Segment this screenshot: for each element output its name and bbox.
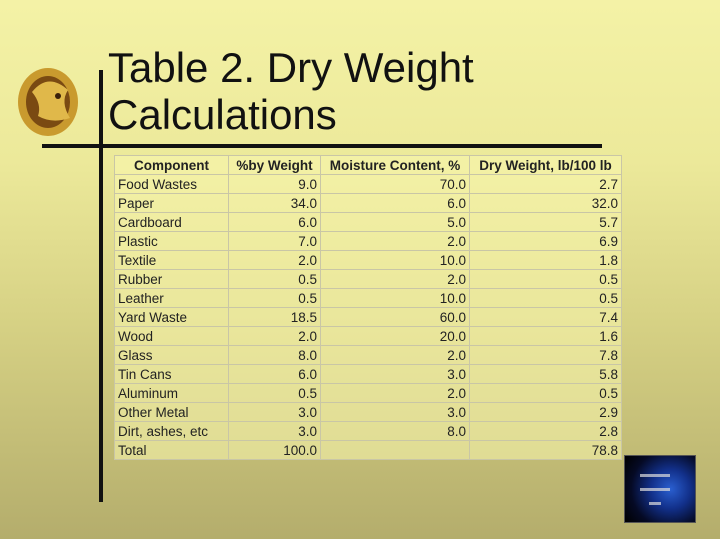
- cell-component: Leather: [114, 288, 229, 308]
- cell-component: Other Metal: [114, 402, 229, 422]
- dry-weight-table: Component %by Weight Moisture Content, %…: [114, 155, 622, 460]
- title-line-2: Calculations: [108, 91, 337, 138]
- cell-moisture: 2.0: [320, 231, 470, 251]
- cell-percent-weight: 100.0: [228, 440, 321, 460]
- cell-percent-weight: 0.5: [228, 269, 321, 289]
- cell-dry-weight: 7.4: [469, 307, 622, 327]
- cell-moisture: [320, 440, 470, 460]
- table-row: Textile 2.0 10.0 1.8: [114, 250, 622, 270]
- table-row: Dirt, ashes, etc 3.0 8.0 2.8: [114, 421, 622, 441]
- cell-dry-weight: 0.5: [469, 288, 622, 308]
- cell-component: Glass: [114, 345, 229, 365]
- cell-component: Paper: [114, 193, 229, 213]
- cell-dry-weight: 0.5: [469, 383, 622, 403]
- cell-dry-weight: 2.9: [469, 402, 622, 422]
- cell-component: Rubber: [114, 269, 229, 289]
- table-row: Glass 8.0 2.0 7.8: [114, 345, 622, 365]
- cell-component: Tin Cans: [114, 364, 229, 384]
- cell-component: Plastic: [114, 231, 229, 251]
- globe-logo: [624, 455, 696, 523]
- table-row: Rubber 0.5 2.0 0.5: [114, 269, 622, 289]
- cell-moisture: 10.0: [320, 250, 470, 270]
- table-row: Plastic 7.0 2.0 6.9: [114, 231, 622, 251]
- cell-moisture: 2.0: [320, 269, 470, 289]
- cell-percent-weight: 0.5: [228, 288, 321, 308]
- cell-component: Dirt, ashes, etc: [114, 421, 229, 441]
- slide-title: Table 2. Dry Weight Calculations: [108, 44, 474, 138]
- cell-dry-weight: 1.6: [469, 326, 622, 346]
- table-header-row: Component %by Weight Moisture Content, %…: [114, 155, 622, 175]
- cell-dry-weight: 32.0: [469, 193, 622, 213]
- cell-dry-weight: 7.8: [469, 345, 622, 365]
- cell-percent-weight: 6.0: [228, 364, 321, 384]
- cell-dry-weight: 5.8: [469, 364, 622, 384]
- table-row: Cardboard 6.0 5.0 5.7: [114, 212, 622, 232]
- table-row: Total 100.0 78.8: [114, 440, 622, 460]
- table-row: Tin Cans 6.0 3.0 5.8: [114, 364, 622, 384]
- cell-component: Textile: [114, 250, 229, 270]
- cell-dry-weight: 2.7: [469, 174, 622, 194]
- cell-percent-weight: 0.5: [228, 383, 321, 403]
- cell-component: Food Wastes: [114, 174, 229, 194]
- cell-moisture: 2.0: [320, 383, 470, 403]
- cell-dry-weight: 6.9: [469, 231, 622, 251]
- cell-percent-weight: 3.0: [228, 421, 321, 441]
- cell-percent-weight: 34.0: [228, 193, 321, 213]
- cell-component: Wood: [114, 326, 229, 346]
- header-component: Component: [114, 155, 229, 175]
- table-row: Wood 2.0 20.0 1.6: [114, 326, 622, 346]
- cell-moisture: 60.0: [320, 307, 470, 327]
- cell-component: Yard Waste: [114, 307, 229, 327]
- table-row: Yard Waste 18.5 60.0 7.4: [114, 307, 622, 327]
- vertical-rule: [99, 70, 103, 502]
- cell-dry-weight: 2.8: [469, 421, 622, 441]
- cell-component: Total: [114, 440, 229, 460]
- cell-dry-weight: 1.8: [469, 250, 622, 270]
- table-row: Food Wastes 9.0 70.0 2.7: [114, 174, 622, 194]
- cell-dry-weight: 5.7: [469, 212, 622, 232]
- header-percent-weight: %by Weight: [228, 155, 321, 175]
- cell-moisture: 5.0: [320, 212, 470, 232]
- cell-percent-weight: 18.5: [228, 307, 321, 327]
- cell-percent-weight: 3.0: [228, 402, 321, 422]
- cell-moisture: 10.0: [320, 288, 470, 308]
- cell-component: Aluminum: [114, 383, 229, 403]
- cell-percent-weight: 6.0: [228, 212, 321, 232]
- header-moisture: Moisture Content, %: [320, 155, 470, 175]
- cell-dry-weight: 0.5: [469, 269, 622, 289]
- cell-moisture: 8.0: [320, 421, 470, 441]
- cell-moisture: 3.0: [320, 402, 470, 422]
- cell-moisture: 3.0: [320, 364, 470, 384]
- header-dry-weight: Dry Weight, lb/100 lb: [469, 155, 622, 175]
- cell-percent-weight: 2.0: [228, 326, 321, 346]
- university-logo: [18, 68, 78, 136]
- cell-percent-weight: 8.0: [228, 345, 321, 365]
- table-row: Leather 0.5 10.0 0.5: [114, 288, 622, 308]
- cell-moisture: 20.0: [320, 326, 470, 346]
- cell-percent-weight: 2.0: [228, 250, 321, 270]
- cell-percent-weight: 7.0: [228, 231, 321, 251]
- horizontal-rule: [42, 144, 602, 148]
- cell-moisture: 6.0: [320, 193, 470, 213]
- cell-component: Cardboard: [114, 212, 229, 232]
- cell-moisture: 70.0: [320, 174, 470, 194]
- table-row: Other Metal 3.0 3.0 2.9: [114, 402, 622, 422]
- cell-percent-weight: 9.0: [228, 174, 321, 194]
- title-line-1: Table 2. Dry Weight: [108, 44, 474, 91]
- cell-moisture: 2.0: [320, 345, 470, 365]
- table-row: Aluminum 0.5 2.0 0.5: [114, 383, 622, 403]
- table-row: Paper 34.0 6.0 32.0: [114, 193, 622, 213]
- cell-dry-weight: 78.8: [469, 440, 622, 460]
